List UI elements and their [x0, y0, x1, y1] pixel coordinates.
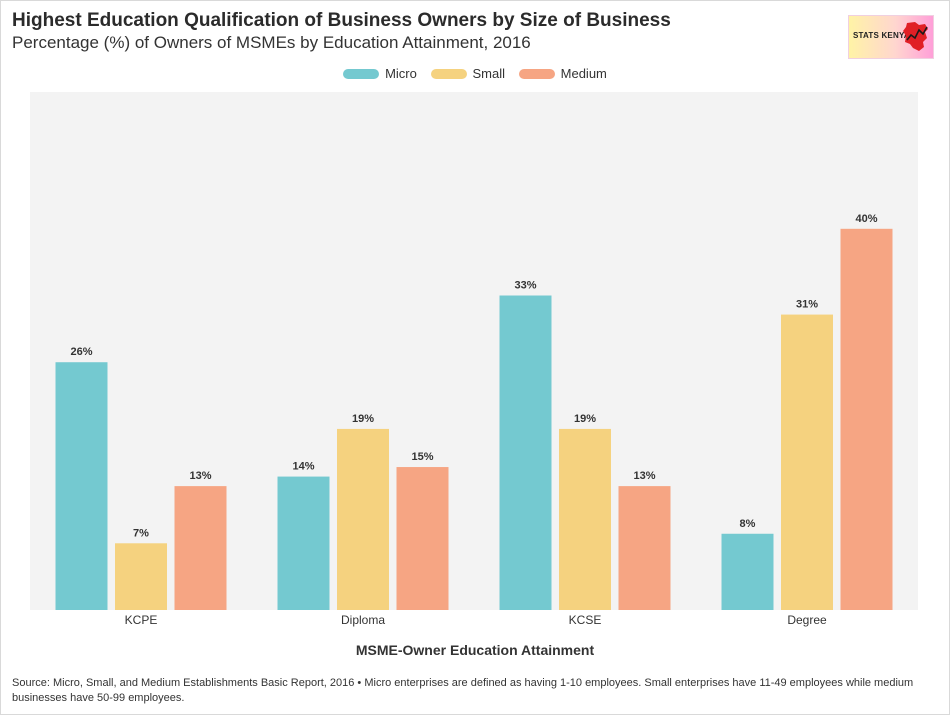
x-tick-label-kcse: KCSE: [569, 613, 602, 627]
chart-subtitle: Percentage (%) of Owners of MSMEs by Edu…: [12, 33, 531, 52]
x-axis-title: MSME-Owner Education Attainment: [355, 642, 595, 658]
data-label-kcpe-micro: 26%: [70, 346, 92, 358]
bar-degree-small: [781, 314, 833, 610]
data-label-degree-small: 31%: [796, 299, 818, 311]
data-label-kcse-small: 19%: [574, 413, 596, 425]
data-label-degree-micro: 8%: [740, 518, 756, 530]
data-label-diploma-small: 19%: [352, 413, 374, 425]
legend-item-medium: Medium: [518, 66, 607, 81]
bar-kcpe-small: [115, 543, 167, 610]
x-tick-label-kcpe: KCPE: [125, 613, 158, 627]
data-label-kcpe-small: 7%: [133, 527, 149, 539]
bar-kcpe-micro: [55, 362, 108, 610]
bar-kcpe-medium: [174, 486, 227, 610]
legend-item-small: Small: [430, 66, 506, 81]
bar-diploma-micro: [277, 476, 330, 610]
stats-kenya-logo: STATS KENYA: [848, 15, 934, 59]
data-label-diploma-medium: 15%: [411, 451, 433, 463]
kenya-map-icon: [903, 22, 928, 51]
bar-kcse-micro: [499, 295, 552, 610]
legend-label-micro: Micro: [385, 66, 417, 81]
logo-text: STATS KENYA: [853, 31, 910, 40]
chart-title: Highest Education Qualification of Busin…: [12, 10, 671, 31]
data-label-diploma-micro: 14%: [292, 461, 314, 473]
x-tick-label-degree: Degree: [787, 613, 827, 627]
chart-legend: Micro Small Medium: [0, 66, 950, 82]
bar-kcse-medium: [618, 486, 671, 610]
x-tick-label-diploma: Diploma: [341, 613, 385, 627]
data-label-kcpe-medium: 13%: [189, 470, 211, 482]
bar-degree-micro: [721, 533, 774, 610]
data-label-degree-medium: 40%: [855, 213, 877, 225]
legend-item-micro: Micro: [343, 66, 417, 81]
legend-label-small: Small: [472, 66, 506, 81]
data-label-kcse-micro: 33%: [514, 280, 536, 292]
bar-diploma-medium: [396, 467, 449, 610]
bar-diploma-small: [337, 428, 389, 610]
source-note: Source: Micro, Small, and Medium Establi…: [12, 677, 914, 704]
legend-swatch-medium: [518, 68, 555, 79]
legend-swatch-micro: [343, 68, 380, 79]
data-label-kcse-medium: 13%: [633, 470, 655, 482]
bar-degree-medium: [840, 228, 893, 611]
bar-kcse-small: [559, 428, 611, 610]
legend-label-medium: Medium: [560, 66, 607, 81]
legend-swatch-small: [430, 68, 467, 79]
